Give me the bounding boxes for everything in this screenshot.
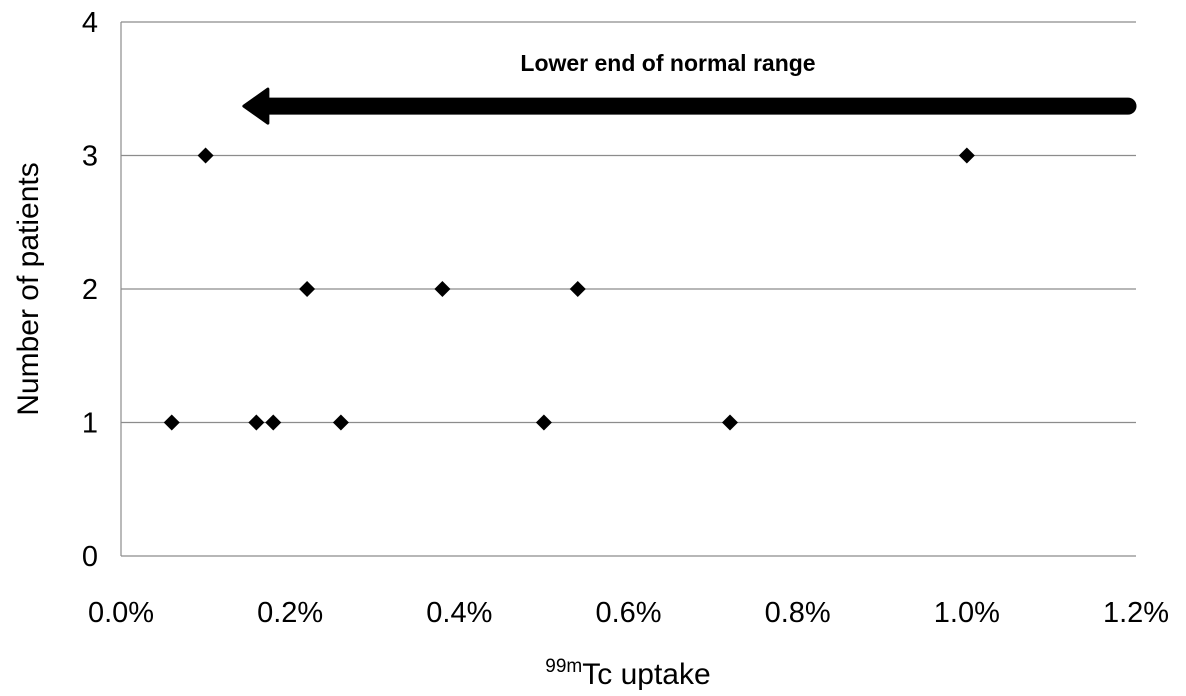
y-tick-label: 2 bbox=[82, 274, 98, 306]
data-point bbox=[197, 147, 214, 164]
y-tick-label: 1 bbox=[82, 408, 98, 440]
y-tick-label: 0 bbox=[82, 541, 98, 573]
x-axis-title-superscript: 99m bbox=[545, 656, 582, 677]
data-point bbox=[299, 281, 316, 297]
arrow-head bbox=[242, 87, 270, 125]
x-tick-label: 0.2% bbox=[257, 597, 323, 629]
axes bbox=[120, 22, 1136, 557]
x-tick-label: 0.8% bbox=[765, 597, 831, 629]
data-point bbox=[958, 147, 975, 164]
data-point bbox=[332, 414, 349, 431]
y-tick-label: 3 bbox=[82, 141, 98, 173]
data-point bbox=[265, 414, 282, 431]
annotation-label: Lower end of normal range bbox=[520, 50, 815, 76]
x-tick-label: 0.4% bbox=[426, 597, 492, 629]
data-point bbox=[535, 414, 552, 431]
data-point bbox=[569, 281, 586, 297]
x-axis-title: 99mTc uptake bbox=[545, 656, 710, 691]
y-tick-label: 4 bbox=[82, 7, 98, 39]
x-tick-label: 0.6% bbox=[595, 597, 661, 629]
x-tick-label: 0.0% bbox=[88, 597, 154, 629]
left-arrow-icon bbox=[242, 87, 1137, 125]
x-axis-title-text: Tc uptake bbox=[582, 658, 710, 691]
data-point bbox=[248, 414, 265, 431]
data-point bbox=[722, 414, 738, 431]
y-axis-title: Number of patients bbox=[12, 162, 45, 415]
data-point bbox=[434, 281, 451, 297]
x-tick-labels: 0.0% 0.2% 0.4% 0.6% 0.8% 1.0% 1.2% bbox=[88, 597, 1169, 629]
gridlines bbox=[121, 21, 1136, 424]
x-tick-label: 1.0% bbox=[934, 597, 1000, 629]
annotation: Lower end of normal range bbox=[242, 50, 1137, 125]
x-tick-label: 1.2% bbox=[1103, 597, 1169, 629]
data-points bbox=[163, 147, 975, 431]
y-tick-labels: 0 1 2 3 4 bbox=[82, 7, 98, 573]
data-point bbox=[163, 414, 180, 431]
